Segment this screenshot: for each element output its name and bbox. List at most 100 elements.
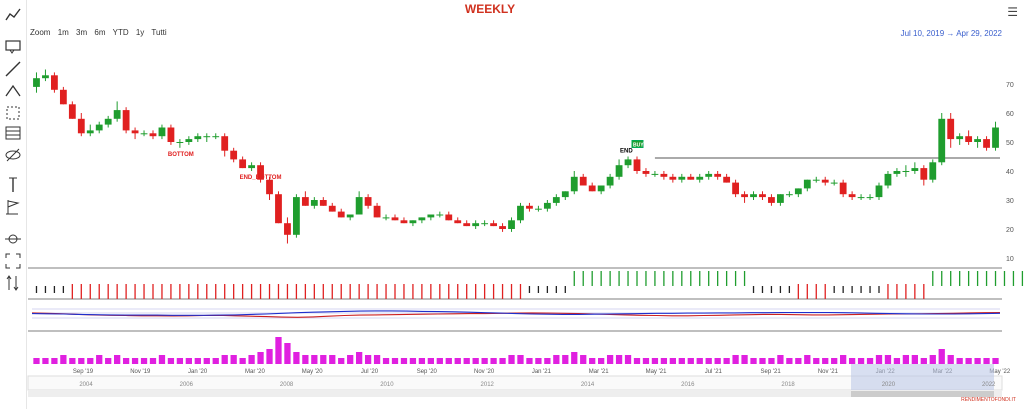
zoom-ytd-button[interactable]: YTD [112,28,129,37]
candle-body [373,205,381,218]
candle-body [651,173,659,175]
reset-zoom-icon[interactable] [4,274,22,292]
end-label: END [620,149,633,155]
candle-body [660,173,668,177]
candle-body [893,171,901,174]
date-from-input[interactable]: Jul 10, 2019 [900,29,945,38]
navigator-selection[interactable] [851,364,994,390]
scrollbar[interactable] [28,391,1002,397]
volume-bar [804,355,811,364]
x-axis-tick: Nov '21 [818,369,839,375]
candle-body [624,159,632,166]
x-axis-tick: Nov '19 [130,369,151,375]
drawing-toolbar [0,0,27,409]
volume-bar [347,355,354,364]
candle-body [570,176,578,192]
navigator-year-label: 2016 [681,382,695,388]
candle-body [785,194,793,196]
zoom-1m-button[interactable]: 1m [57,28,69,37]
zoom-1y-button[interactable]: 1y [135,28,145,37]
date-to-input[interactable]: Apr 29, 2022 [956,29,1002,38]
annotation-icon[interactable] [4,38,22,56]
x-axis-tick: Mar '20 [245,369,265,375]
volume-bar [777,355,784,364]
candle-body [400,220,408,224]
candle-body [212,136,220,138]
candle-body [131,130,139,134]
hide-icon[interactable] [4,146,22,164]
crosshair-icon[interactable] [4,230,22,248]
candle-body [866,197,874,199]
volume-bar [329,355,336,364]
candle-body [543,202,551,209]
candle-body [821,179,829,183]
candle-body [974,139,981,142]
volume-bar [418,358,426,364]
volume-bar [848,358,856,364]
candle-body [230,150,238,160]
volume-bar [741,355,748,364]
pitchfork-icon[interactable] [4,82,22,100]
grid-icon[interactable] [4,124,22,142]
volume-bar [436,358,443,364]
volume-bar [768,358,775,364]
y-axis-tick: 10 [1006,256,1014,263]
candle-body [732,182,739,195]
volume-bar [938,349,945,364]
volume-bar [831,358,838,364]
candle-body [86,130,94,134]
zoom-6m-button[interactable]: 6m [94,28,106,37]
candle-body [221,136,229,151]
y-axis-tick: 60 [1006,111,1014,118]
scrollbar-thumb[interactable] [851,391,994,397]
annotation-label: END_BOTTOM [240,175,282,181]
navigator[interactable] [27,375,1003,391]
volume-bar [221,355,228,364]
candle-body [597,185,605,192]
line-icon[interactable] [4,60,22,78]
candle-body [561,191,569,198]
hamburger-icon[interactable]: ☰ [1007,5,1018,19]
candle-body [68,104,76,119]
vertical-line-icon[interactable] [4,176,22,194]
volume-bar [840,355,847,364]
measure-icon[interactable] [4,104,22,122]
candle-body [535,208,542,210]
date-arrow: → [946,29,955,38]
candle-body [463,223,471,227]
candle-body [382,217,390,219]
candle-body [140,133,148,135]
candle-body [391,217,399,221]
volume-bar [589,358,596,364]
volume-bar [517,355,524,364]
volume-bar [409,358,417,364]
fullscreen-icon[interactable] [4,252,22,270]
volume-bar [60,355,67,364]
volume-bar [114,355,121,364]
candle-body [409,220,417,224]
trendline-icon[interactable] [4,6,22,24]
candle-body [490,223,497,227]
zoom-selector: Zoom 1m 3m 6m YTD 1y Tutti [30,28,172,37]
flag-icon[interactable] [4,198,22,216]
volume-bar [965,358,972,364]
volume-bar [857,358,865,364]
volume-bar [526,358,533,364]
candle-body [122,110,130,131]
x-axis-tick: Jul '21 [705,369,723,375]
x-axis-tick: Jul '20 [361,369,379,375]
candle-body [481,223,489,225]
x-axis-tick: May '20 [302,369,323,375]
volume-bar [705,358,712,364]
zoom-all-button[interactable]: Tutti [151,28,167,37]
navigator-year-label: 2006 [180,382,194,388]
candle-body [669,176,677,180]
y-axis-tick: 40 [1006,169,1014,176]
volume-bar [911,355,918,364]
candle-body [579,176,587,186]
volume-bar [642,358,650,364]
candle-body [920,168,928,180]
zoom-3m-button[interactable]: 3m [76,28,88,37]
volume-bar [606,355,614,364]
